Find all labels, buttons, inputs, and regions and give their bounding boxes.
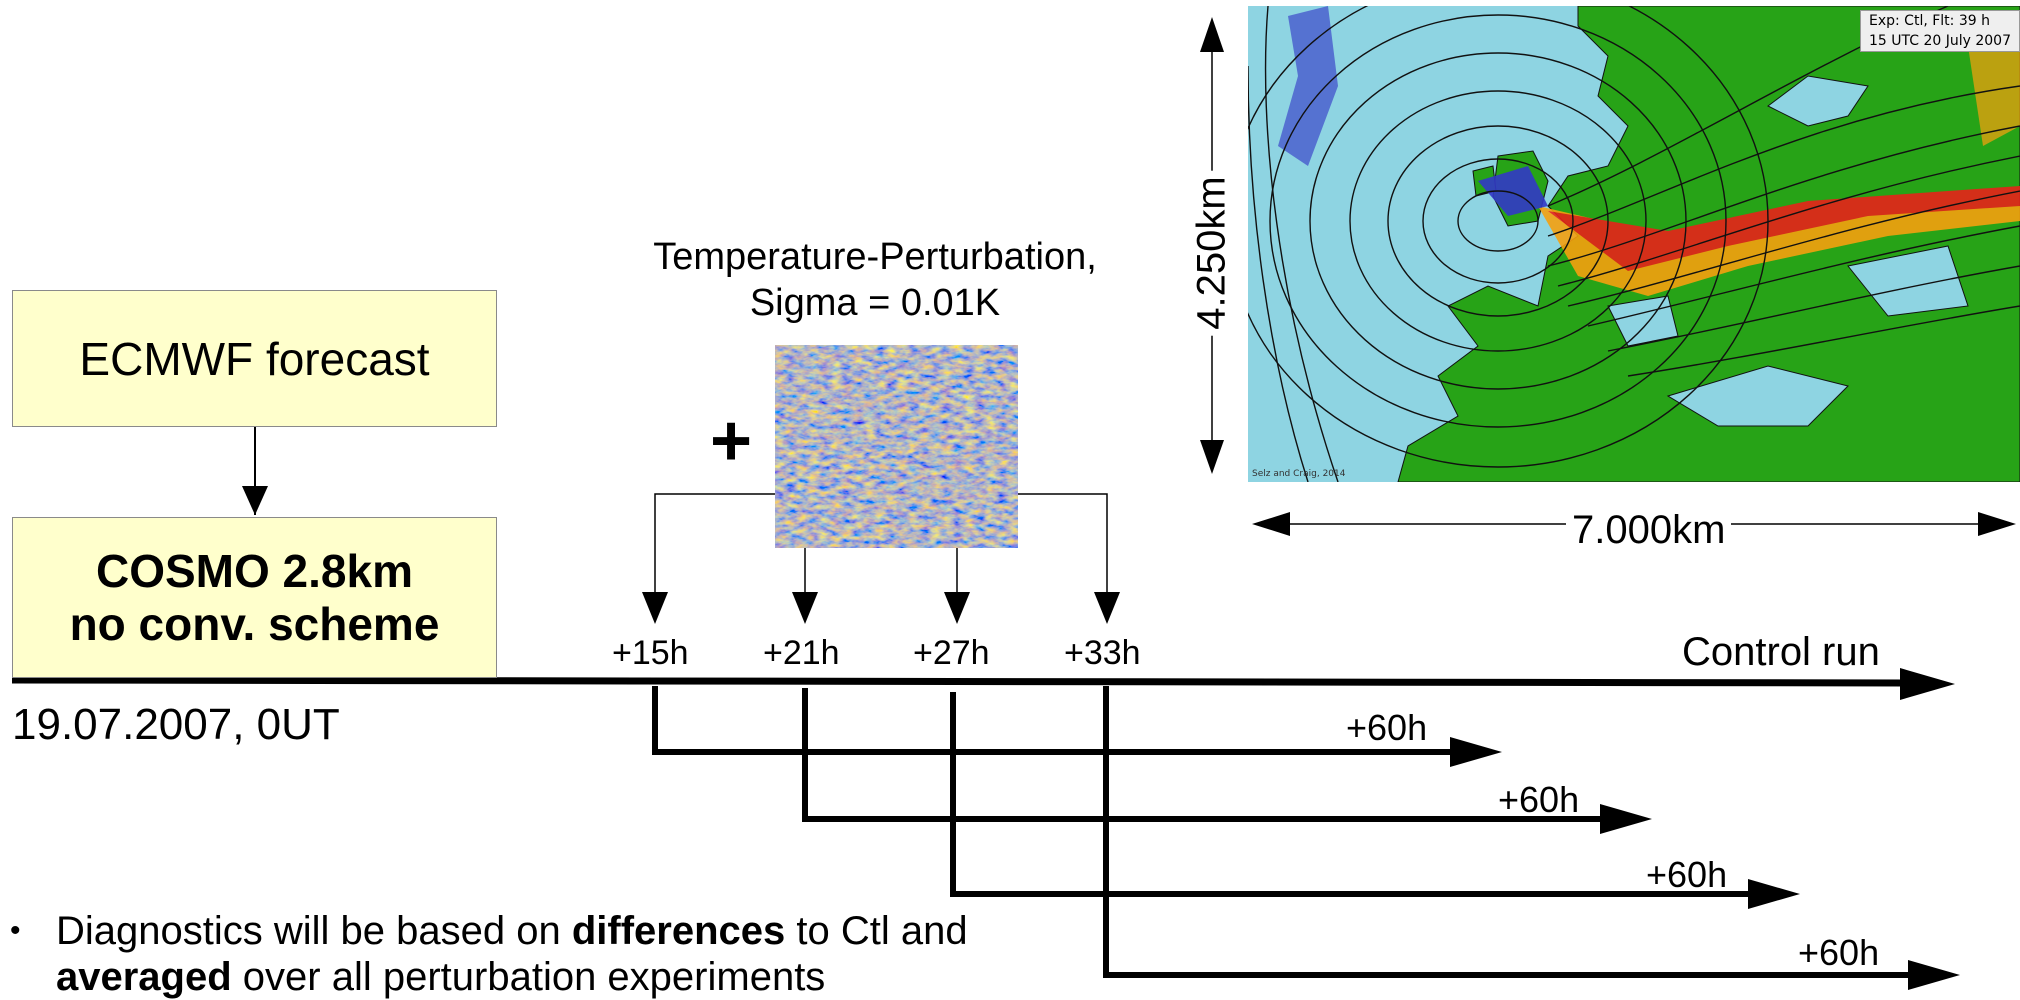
perturbation-run-arrowheads [1450,737,1960,990]
bullet-text-segment: averaged [56,955,232,999]
run-length-label-4: +60h [1798,932,1880,973]
perturbation-time-27h: +27h [913,634,990,672]
perturbation-branches [654,493,1108,598]
map-credit: Selz and Craig, 2014 [1252,469,1346,479]
perturbation-title-line1: Temperature-Perturbation, [653,236,1097,278]
bullet-list: • Diagnostics will be based on difference… [10,908,1070,1000]
bullet-text: Diagnostics will be based on differences… [56,908,1070,1000]
ecmwf-forecast-label: ECMWF forecast [79,332,430,385]
run-length-label-2: +60h [1498,779,1580,820]
temperature-perturbation-noise-image [775,345,1018,548]
perturbation-arrowheads [642,592,1120,624]
ecmwf-forecast-box: ECMWF forecast [12,290,497,427]
control-run-line [11,676,1911,687]
europe-precipitation-map [1248,6,2020,482]
map-info-line2: 15 UTC 20 July 2007 [1869,33,2011,49]
cosmo-label-line2: no conv. scheme [69,597,440,650]
start-date-label: 19.07.2007, 0UT [12,700,340,749]
map-width-label: 7.000km [1566,508,1732,553]
bullet-dot-icon: • [10,914,21,947]
map-info-box: Exp: Ctl, Flt: 39 h 15 UTC 20 July 2007 [1860,10,2020,52]
bullet-text-segment: differences [571,909,786,953]
perturbation-time-15h: +15h [612,634,689,672]
run-length-label-1: +60h [1346,707,1428,748]
bullet-item: • Diagnostics will be based on difference… [10,908,1070,1000]
bullet-text-segment: over all perturbation experiments [231,955,826,999]
control-run-arrowhead [1900,668,1955,700]
bullet-text-segment: to Ctl and [785,909,968,953]
perturbation-title: Temperature-Perturbation, Sigma = 0.01K [560,234,1190,326]
map-info-line1: Exp: Ctl, Flt: 39 h [1869,13,1990,29]
cosmo-model-box: COSMO 2.8km no conv. scheme [12,517,497,678]
bullet-text-segment: Diagnostics will be based on [56,909,572,953]
plus-sign: + [710,401,753,481]
run-length-label-3: +60h [1646,854,1728,895]
cosmo-label-line1: COSMO 2.8km [95,544,413,597]
perturbation-title-line2: Sigma = 0.01K [749,282,1001,324]
ecmwf-to-cosmo-arrowhead [242,486,268,515]
control-run-label: Control run [1682,630,1880,674]
forecast-map: Exp: Ctl, Flt: 39 h 15 UTC 20 July 2007 … [1248,6,2020,482]
perturbation-runs [652,686,1910,978]
perturbation-time-33h: +33h [1064,634,1141,672]
map-height-label: 4.250km [1189,170,1235,336]
perturbation-time-21h: +21h [763,634,840,672]
